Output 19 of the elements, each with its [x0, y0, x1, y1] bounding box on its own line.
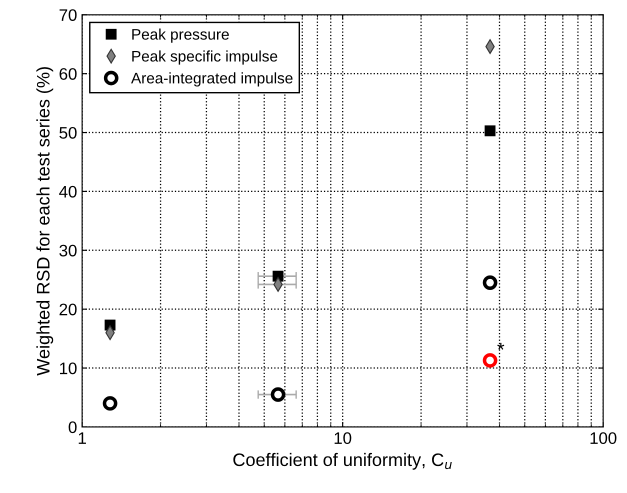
y-tick-label: 20	[60, 304, 77, 316]
legend-label: Peak specific impulse	[132, 50, 278, 65]
point	[102, 396, 118, 411]
y-tick-label: 0	[68, 421, 77, 434]
y-tick-label: 10	[60, 362, 77, 374]
annotation: *	[497, 342, 504, 350]
y-tick-label: 60	[60, 68, 77, 80]
y-tick-label: 30	[59, 244, 77, 257]
x-axis-title: Coefficient of uniformity, C$_{u}$	[233, 452, 452, 470]
x-tick-label: 1	[78, 432, 86, 444]
legend-label: Peak pressure	[132, 28, 229, 43]
x-tick-label: 10	[334, 432, 352, 444]
x-tick-label: 100	[590, 432, 616, 444]
y-tick-label: 70	[60, 9, 77, 21]
y-tick-label: 50	[59, 126, 77, 139]
point	[270, 387, 286, 402]
y-tick-label: 40	[59, 186, 77, 198]
y-axis-title: Weighted RSD for each test series (%)	[36, 67, 54, 376]
legend-label: Area-integrated impulse	[131, 72, 293, 87]
